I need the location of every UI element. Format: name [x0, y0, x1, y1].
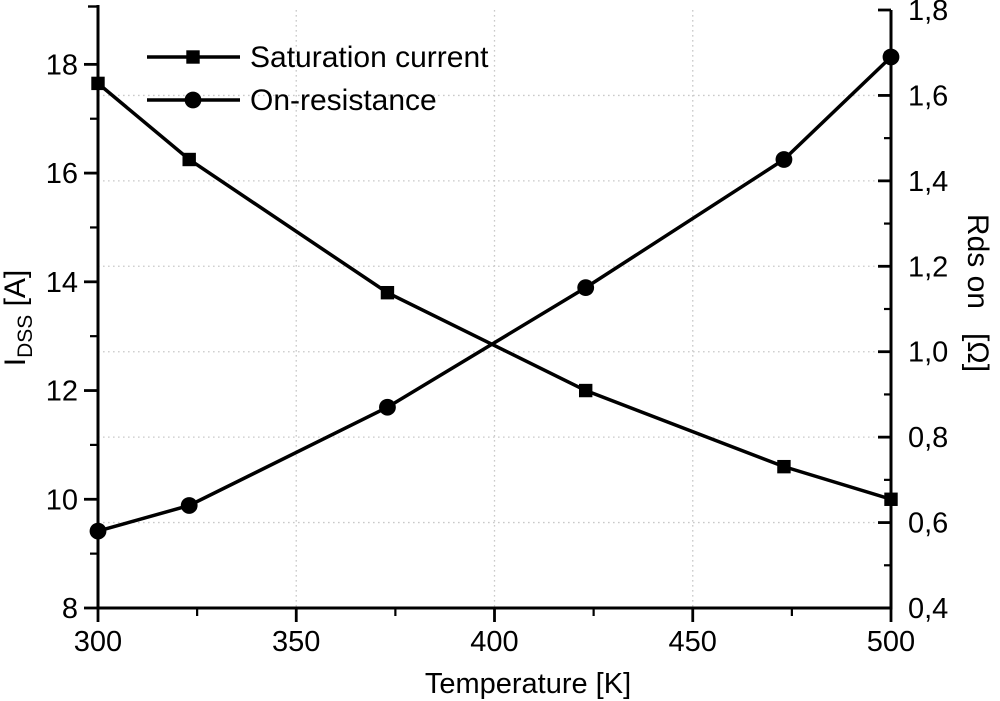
legend-entry: Saturation current	[147, 41, 489, 74]
circle-marker	[180, 497, 198, 514]
right-title-label: Rds on	[961, 214, 994, 309]
series-line	[97, 55, 893, 533]
left-title-unit: [A]	[0, 270, 32, 315]
right-tick-label: 1,4	[908, 166, 948, 198]
right-tick-label: 1,2	[908, 251, 948, 283]
right-tick-label: 0,6	[908, 508, 948, 540]
left-tick-label: 12	[46, 376, 78, 408]
left-title-subscript: DSS	[14, 315, 37, 358]
square-marker	[578, 383, 593, 398]
x-tick-label: 450	[669, 626, 717, 658]
x-tick-label: 350	[272, 626, 320, 658]
right-tick-label: 1,6	[908, 80, 948, 112]
right-tick-label: 0,4	[908, 593, 948, 625]
right-tick-label: 1,0	[908, 337, 948, 369]
left-tick-label: 10	[46, 484, 78, 516]
left-tick-label: 8	[62, 593, 78, 625]
square-marker	[884, 492, 898, 506]
series-line	[96, 82, 892, 501]
circle-marker	[379, 398, 396, 416]
right-tick-label: 0,8	[908, 422, 948, 454]
legend-circle-marker-icon	[184, 91, 202, 109]
gridlines	[98, 10, 891, 608]
circle-marker	[89, 522, 107, 540]
x-axis-title: Temperature [K]	[425, 668, 631, 700]
circle-marker	[577, 279, 595, 297]
tick-labels: 300 350 400 450 500 8 10 12 14 16 18 0,4 0,6 0,8 1,0 1,…	[46, 0, 949, 658]
legend-square-marker-icon	[186, 50, 200, 64]
left-tick-label: 16	[46, 158, 78, 190]
axis-ticks	[84, 8, 893, 622]
y-axis-left-title: IDSS [A]	[0, 270, 37, 367]
y-axis-right-title: Rds on [Ω]	[961, 214, 994, 372]
series-saturation-current	[91, 76, 898, 506]
left-tick-label: 14	[46, 267, 78, 299]
right-title-unit: [Ω]	[961, 333, 994, 372]
legend: Saturation current On-resistance	[147, 41, 489, 117]
legend-label: On-resistance	[250, 84, 437, 117]
series-on-resistance	[89, 48, 900, 540]
square-marker	[91, 76, 105, 91]
square-marker	[777, 459, 791, 474]
x-tick-label: 300	[74, 626, 122, 658]
square-marker	[182, 152, 196, 167]
left-title-symbol: I	[0, 358, 32, 366]
legend-label: Saturation current	[250, 41, 489, 74]
square-marker	[380, 285, 395, 300]
circle-marker	[882, 48, 900, 66]
right-tick-label: 1,8	[908, 0, 948, 27]
left-tick-label: 18	[46, 49, 78, 81]
legend-entry: On-resistance	[147, 84, 437, 117]
x-tick-label: 400	[470, 626, 518, 658]
circle-marker	[775, 151, 793, 168]
x-tick-label: 500	[867, 626, 915, 658]
